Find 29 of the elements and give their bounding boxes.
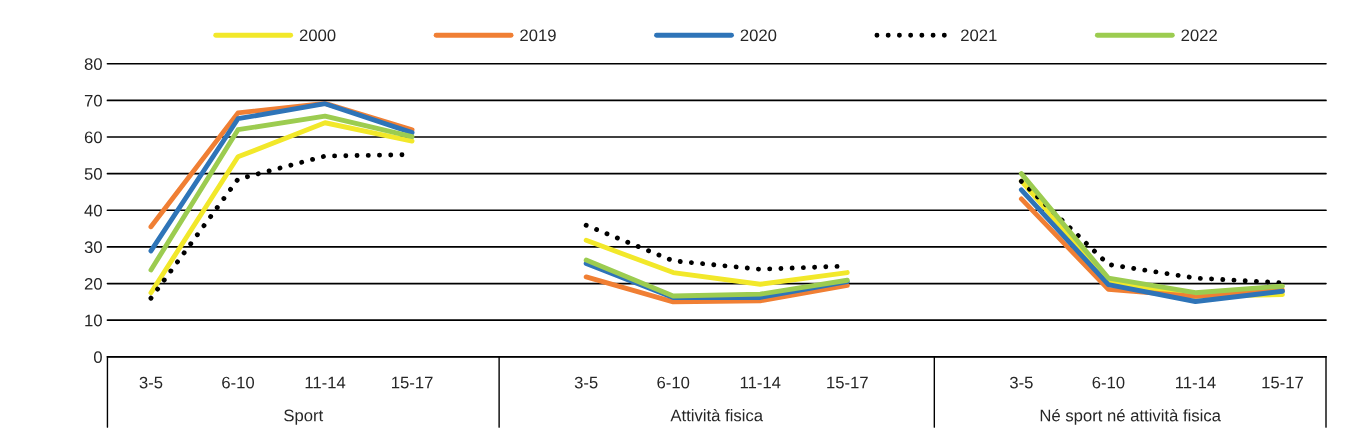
legend-label: 2000: [299, 29, 336, 42]
x-tick-label: 6-10: [222, 376, 255, 389]
x-tick-label: 6-10: [1092, 376, 1125, 389]
y-tick-label: 60: [84, 131, 102, 144]
y-tick-label: 40: [84, 204, 102, 217]
x-tick-label: 3-5: [139, 376, 163, 389]
y-tick-label: 30: [84, 241, 102, 254]
y-tick-label: 70: [84, 94, 102, 107]
text: Attività fisica: [670, 408, 764, 422]
y-tick-label: 20: [84, 277, 102, 290]
legend-label: 2020: [740, 29, 777, 42]
y-tick-label: 80: [84, 58, 102, 70]
x-tick-label: 11-14: [305, 376, 346, 389]
x-tick-label: 3-5: [574, 376, 598, 389]
text: Né sport né attività fisica: [1040, 409, 1221, 425]
y-tick-label: 10: [85, 314, 102, 327]
x-tick-label: 6-10: [657, 376, 690, 389]
legend-label: 2022: [1181, 29, 1217, 42]
x-tick-label: 15-17: [392, 376, 433, 389]
legend-label: 2021: [961, 29, 997, 42]
legend-label: 2019: [520, 29, 556, 42]
x-tick-label: 11-14: [740, 376, 781, 389]
x-tick-label: 15-17: [827, 376, 868, 389]
x-tick-label: 11-14: [1176, 376, 1216, 389]
y-tick-label: 50: [84, 168, 102, 180]
text: Sport: [284, 409, 324, 425]
y-tick-label: 0: [93, 351, 102, 363]
x-tick-label: 15-17: [1262, 376, 1303, 389]
x-tick-label: 3-5: [1009, 376, 1033, 389]
